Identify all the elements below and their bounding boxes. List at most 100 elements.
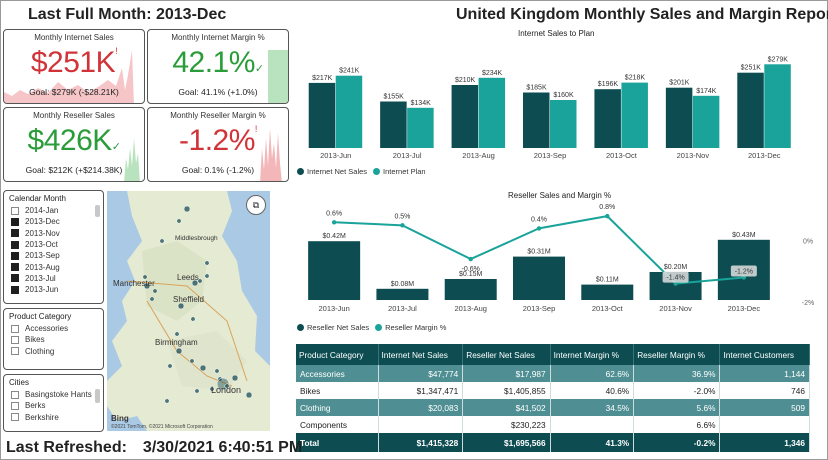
map-bubble[interactable] [190,316,196,322]
margin-point[interactable] [605,213,610,219]
kpi-card-reseller-margin[interactable]: Monthly Reseller Margin % -1.2%! Goal: 0… [147,107,289,182]
table-row[interactable]: Accessories $47,774 $17,987 62.6% 36.9% 1,144 [296,365,810,382]
slicer-item[interactable]: 2013-Oct [4,239,103,250]
slicer-item[interactable]: 2013-Nov [4,228,103,239]
checkbox-icon[interactable] [11,390,19,399]
bar[interactable] [737,72,764,148]
legend-item[interactable]: Internet Plan [373,167,426,176]
column-header[interactable]: Reseller Net Sales [462,344,551,365]
bar[interactable] [621,82,648,148]
column-header[interactable]: Reseller Margin % [633,344,721,365]
checkbox-icon[interactable] [11,324,19,333]
slicer-item[interactable]: 2013-Aug [4,261,103,272]
bar[interactable] [380,101,407,149]
slicer-item[interactable]: Basingstoke Hants [4,389,103,400]
map-bubble[interactable] [183,205,191,213]
table-row[interactable]: Components $230,223 6.6% [296,416,810,433]
bar[interactable] [665,87,693,148]
checkbox-icon[interactable] [11,413,19,422]
slicer-item[interactable]: 2013-Jul [4,273,103,284]
margin-point[interactable] [468,256,473,262]
kpi-card-reseller-sales[interactable]: Monthly Reseller Sales $426K✓ Goal: $212… [3,107,145,182]
map-bubble[interactable] [142,274,148,280]
map-bubble[interactable] [152,288,158,294]
map-bubble[interactable] [191,279,199,287]
checkbox-icon[interactable] [11,229,19,238]
column-header[interactable]: Internet Net Sales [378,344,464,365]
map-bubble[interactable] [143,282,151,290]
slicer-calendar-month[interactable]: Calendar Month 2014-Jan 2013-Dec 2013-Nov 2… [3,190,104,304]
checkbox-icon[interactable] [11,285,19,294]
map-bubble[interactable] [199,364,207,372]
map-bubble[interactable] [245,391,253,399]
kpi-card-internet-margin[interactable]: Monthly Internet Margin % 42.1%✓ Goal: 4… [147,29,289,104]
map-bubble[interactable] [224,383,230,389]
margin-point[interactable] [536,226,542,231]
map-bubble[interactable] [175,347,183,355]
bar[interactable] [550,100,577,148]
internet-sales-chart[interactable]: $217K $241K 2013-Jun $155K $134K 2013-Jul $210… [300,38,800,166]
slicer-item[interactable]: Berkshire [4,412,103,423]
checkbox-icon[interactable] [11,217,19,226]
margin-point[interactable] [331,220,337,225]
map-bubble[interactable] [209,386,215,392]
bar[interactable] [335,75,363,148]
checkbox-icon[interactable] [11,401,19,410]
column-header[interactable]: Product Category [296,344,379,365]
bar[interactable] [581,284,634,300]
slicer-item[interactable]: Clothing [4,346,103,357]
map-bubble[interactable] [214,368,220,374]
checkbox-icon[interactable] [11,335,19,344]
focus-mode-icon[interactable]: ⧉ [246,195,266,215]
bar[interactable] [451,85,479,148]
slicer-item[interactable]: Accessories [4,323,103,334]
slicer-product-category[interactable]: Product Category Accessories Bikes Clothin… [3,308,104,370]
slicer-item[interactable]: 2013-Dec [4,216,103,227]
bar[interactable] [308,82,336,148]
column-header[interactable]: Internet Customers [719,344,810,365]
checkbox-icon[interactable] [11,206,19,215]
slicer-cities[interactable]: Cities Basingstoke Hants Berks Berkshire [3,374,104,432]
map-bubble[interactable] [167,363,173,369]
bar[interactable] [444,279,497,300]
legend-item[interactable]: Internet Net Sales [297,167,367,176]
slicer-item[interactable]: Bikes [4,334,103,345]
column-header[interactable]: Internet Margin % [550,344,635,365]
bar[interactable] [764,64,791,148]
map-bubble[interactable] [159,238,165,244]
slicer-scrollbar[interactable] [95,205,100,217]
map-bubble[interactable] [176,218,182,224]
bar[interactable] [594,89,621,148]
map-bubble[interactable] [177,302,185,310]
legend-item[interactable]: Reseller Margin % [375,323,446,332]
bar[interactable] [523,92,550,149]
slicer-item[interactable]: Berks [4,400,103,411]
map-bubble[interactable] [189,358,195,364]
bar[interactable] [513,256,565,300]
checkbox-icon[interactable] [11,347,19,356]
map-bubble[interactable] [149,296,155,302]
slicer-scrollbar[interactable] [95,389,100,403]
map-bubble[interactable] [204,273,210,279]
table-row[interactable]: Bikes $1,347,471 $1,405,855 40.6% -2.0% 746 [296,382,810,399]
slicer-item[interactable]: 2013-Jun [4,284,103,295]
margin-point[interactable] [400,223,405,228]
bar[interactable] [407,107,434,148]
map-bubble[interactable] [194,388,200,394]
map-bubble[interactable] [231,374,239,382]
table-row[interactable]: Clothing $20,083 $41,502 34.5% 5.6% 509 [296,399,810,416]
checkbox-icon[interactable] [11,263,19,272]
map-bubble[interactable] [204,260,210,266]
checkbox-icon[interactable] [11,251,19,260]
slicer-item[interactable]: 2013-Sep [4,250,103,261]
checkbox-icon[interactable] [11,240,19,249]
bar[interactable] [308,241,361,300]
slicer-item[interactable]: 2014-Jan [4,205,103,216]
reseller-chart[interactable]: $0.42M 2013-Jun $0.08M 2013-Jul $0.15M 2013-A… [300,202,828,316]
map-bubble[interactable] [174,331,180,337]
bar[interactable] [692,95,720,148]
map-bubble[interactable] [197,278,203,284]
legend-item[interactable]: Reseller Net Sales [297,323,369,332]
uk-sales-map[interactable]: Manchester Leeds Sheffield Birmingham Lo… [107,191,270,431]
bar[interactable] [376,288,429,300]
